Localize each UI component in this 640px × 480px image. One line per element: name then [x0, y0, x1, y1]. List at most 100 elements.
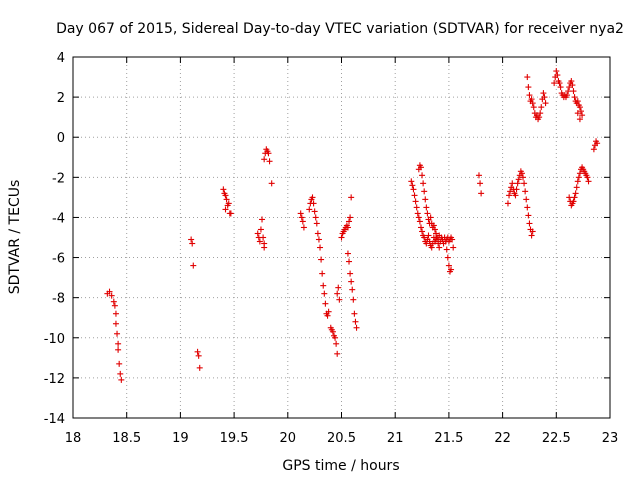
- data-point: [335, 284, 342, 291]
- data-point: [536, 114, 543, 121]
- data-point: [334, 350, 341, 357]
- data-point: [315, 236, 322, 243]
- data-point: [477, 180, 484, 187]
- data-point: [419, 228, 426, 235]
- data-point: [347, 214, 354, 221]
- data-point: [425, 232, 432, 239]
- data-point: [524, 204, 531, 211]
- data-point: [557, 84, 564, 91]
- data-point: [530, 104, 537, 111]
- data-point: [416, 218, 423, 225]
- data-point: [556, 80, 563, 87]
- data-point: [309, 194, 316, 201]
- data-point: [436, 244, 443, 251]
- data-point: [346, 258, 353, 265]
- data-point: [551, 80, 558, 87]
- data-point: [194, 348, 201, 355]
- data-point: [196, 364, 203, 371]
- data-point: [313, 220, 320, 227]
- x-tick-label: 22: [494, 431, 511, 446]
- data-point: [261, 156, 268, 163]
- data-point: [338, 234, 345, 241]
- data-point: [571, 194, 578, 201]
- data-point: [575, 174, 582, 181]
- plot-frame: [72, 56, 611, 419]
- data-point: [298, 214, 305, 221]
- data-point: [507, 188, 514, 195]
- data-point: [257, 226, 264, 233]
- data-point: [537, 110, 544, 117]
- data-point: [300, 224, 307, 231]
- data-point: [195, 352, 202, 359]
- data-point: [450, 244, 457, 251]
- data-point: [430, 222, 437, 229]
- data-point: [332, 334, 339, 341]
- data-point: [523, 196, 530, 203]
- data-point: [321, 290, 328, 297]
- data-point: [426, 238, 433, 245]
- data-point: [504, 200, 511, 207]
- data-point: [526, 92, 533, 99]
- data-point: [317, 244, 324, 251]
- data-point: [348, 278, 355, 285]
- data-point: [408, 178, 415, 185]
- data-point: [526, 220, 533, 227]
- data-point: [412, 198, 419, 205]
- data-point: [541, 94, 548, 101]
- data-point: [522, 188, 529, 195]
- data-point: [419, 172, 426, 179]
- data-point: [445, 262, 452, 269]
- x-tick-label: 22.5: [542, 431, 571, 446]
- data-point: [254, 230, 261, 237]
- data-point: [576, 116, 583, 123]
- data-point: [112, 310, 119, 317]
- data-point: [540, 90, 547, 97]
- data-point: [118, 376, 125, 383]
- x-tick-label: 21: [387, 431, 404, 446]
- data-point: [306, 206, 313, 213]
- data-point: [565, 88, 572, 95]
- data-point: [115, 340, 122, 347]
- data-point: [415, 214, 422, 221]
- data-point: [311, 208, 318, 215]
- data-point: [320, 282, 327, 289]
- data-point: [564, 92, 571, 99]
- chart-title: Day 067 of 2015, Sidereal Day-to-day VTE…: [56, 21, 624, 37]
- data-point: [322, 300, 329, 307]
- data-point: [112, 320, 119, 327]
- data-point: [431, 226, 438, 233]
- data-point: [411, 192, 418, 199]
- data-point: [261, 244, 268, 251]
- data-point: [268, 180, 275, 187]
- data-point: [413, 204, 420, 211]
- data-point: [188, 236, 195, 243]
- x-tick-label: 19: [172, 431, 189, 446]
- data-point: [110, 298, 117, 305]
- data-point: [222, 206, 229, 213]
- data-point: [433, 230, 440, 237]
- data-point: [346, 218, 353, 225]
- data-point: [529, 100, 536, 107]
- data-point: [344, 224, 351, 231]
- data-point: [521, 180, 528, 187]
- data-point: [260, 234, 267, 241]
- data-point: [420, 180, 427, 187]
- axis-ticks: 18 18.5 19 19.5 20 20.5 21 21.5 22 22.5 23-14-12-1…: [44, 51, 619, 446]
- data-point: [538, 104, 545, 111]
- x-tick-label: 18.5: [112, 431, 141, 446]
- y-axis-label: SDTVAR / TECUs: [7, 180, 23, 295]
- data-point: [574, 98, 581, 105]
- y-tick-label: -14: [44, 412, 65, 427]
- data-point: [352, 318, 359, 325]
- data-point: [529, 228, 536, 235]
- data-point: [227, 210, 234, 217]
- data-point: [512, 192, 519, 199]
- x-tick-label: 21.5: [434, 431, 463, 446]
- data-point: [525, 84, 532, 91]
- data-point: [509, 180, 516, 187]
- data-point: [570, 198, 577, 205]
- data-point: [347, 270, 354, 277]
- data-point: [571, 94, 578, 101]
- y-tick-label: 4: [57, 51, 65, 66]
- data-point: [417, 164, 424, 171]
